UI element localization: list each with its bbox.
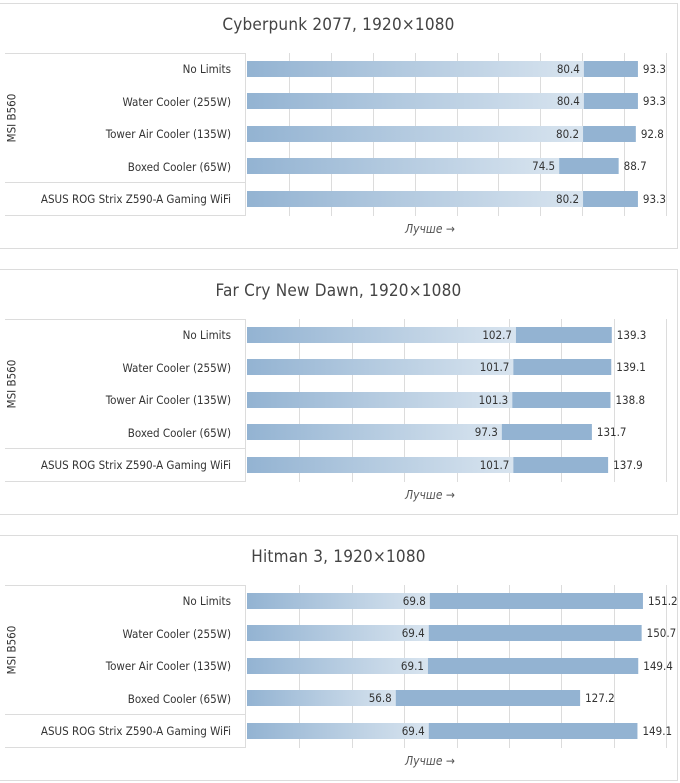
bar-min: [247, 327, 516, 343]
bar-min: [247, 690, 396, 706]
bar-avg: [427, 658, 639, 674]
category-label: ASUS ROG Strix Z590-A Gaming WiFi: [40, 458, 231, 472]
value-label-avg: 88.7: [624, 159, 647, 173]
value-label-avg: 149.4: [643, 659, 673, 673]
value-label-avg: 149.1: [642, 724, 672, 738]
value-label-avg: 127.2: [585, 691, 615, 705]
value-label-min: 80.2: [556, 192, 579, 206]
value-label-min: 102.7: [482, 328, 512, 342]
bar-min: [247, 191, 584, 207]
category-label-box: [5, 319, 246, 482]
value-label-avg: 139.1: [616, 360, 646, 374]
category-label-box: [5, 53, 246, 216]
value-label-avg: 131.7: [597, 425, 627, 439]
category-label: Tower Air Cooler (135W): [105, 659, 231, 673]
value-label-avg: 137.9: [613, 458, 643, 472]
value-label-min: 80.4: [557, 62, 580, 76]
bar-min: [247, 392, 513, 408]
bar-avg: [395, 690, 581, 706]
plot-area: 80.4 93.3 80.4 93.3 80.2 92.8 74.5 88.7 80.2 93.3: [247, 53, 667, 216]
bar-avg: [428, 625, 642, 641]
bar-min: [247, 625, 429, 641]
value-label-min: 69.8: [403, 594, 426, 608]
category-label: Boxed Cooler (65W): [127, 692, 231, 706]
bar-min: [247, 457, 514, 473]
value-label-avg: 92.8: [641, 127, 664, 141]
value-label-avg: 138.8: [615, 393, 645, 407]
category-label: ASUS ROG Strix Z590-A Gaming WiFi: [40, 724, 231, 738]
bar-avg: [583, 61, 638, 77]
bar-avg: [559, 158, 619, 174]
plot-area: 69.8 151.2 69.4 150.7 69.1 149.4 56.8 127.2 69.4…: [247, 585, 678, 748]
category-label: ASUS ROG Strix Z590-A Gaming WiFi: [40, 192, 231, 206]
chart-title: Far Cry New Dawn, 1920×1080: [215, 281, 462, 301]
chart-card-hitman: Hitman 3, 1920×1080 MSI B560 No Limits W…: [0, 535, 678, 781]
category-label: Tower Air Cooler (135W): [105, 393, 231, 407]
category-label: Water Cooler (255W): [122, 627, 231, 641]
value-label-avg: 150.7: [647, 626, 677, 640]
value-label-min: 69.1: [401, 659, 424, 673]
better-direction-label: Лучше →: [405, 488, 455, 502]
value-label-min: 80.2: [556, 127, 579, 141]
better-direction-label: Лучше →: [405, 754, 455, 768]
group-separator: [5, 714, 246, 715]
group-separator: [5, 182, 246, 183]
better-direction-label: Лучше →: [405, 222, 455, 236]
bar-avg: [583, 191, 638, 207]
category-label: Boxed Cooler (65W): [127, 160, 231, 174]
chart-title: Hitman 3, 1920×1080: [251, 547, 426, 567]
bar-min: [247, 658, 428, 674]
bar-avg: [512, 392, 611, 408]
category-label: No Limits: [182, 62, 231, 76]
value-label-min: 56.8: [369, 691, 392, 705]
category-label: No Limits: [182, 328, 231, 342]
bar-avg: [513, 359, 612, 375]
value-label-min: 101.7: [480, 360, 510, 374]
value-label-min: 97.3: [475, 425, 498, 439]
value-label-min: 101.3: [479, 393, 509, 407]
bar-min: [247, 424, 502, 440]
bar-min: [247, 723, 429, 739]
bar-avg: [583, 126, 636, 142]
bar-avg: [428, 723, 638, 739]
value-label-avg: 93.3: [643, 192, 666, 206]
chart-title: Cyberpunk 2077, 1920×1080: [222, 15, 455, 35]
value-label-min: 69.4: [402, 724, 425, 738]
chart-card-cyberpunk: Cyberpunk 2077, 1920×1080 MSI B560 No Li…: [0, 3, 678, 249]
bar-min: [247, 93, 584, 109]
value-label-avg: 93.3: [643, 62, 666, 76]
value-label-min: 101.7: [480, 458, 510, 472]
category-label: Water Cooler (255W): [122, 361, 231, 375]
bar-avg: [583, 93, 638, 109]
bar-min: [247, 61, 584, 77]
category-label: Boxed Cooler (65W): [127, 426, 231, 440]
bar-avg: [513, 457, 609, 473]
bar-avg: [501, 424, 592, 440]
category-label-box: [5, 585, 246, 748]
bar-min: [247, 359, 514, 375]
bar-min: [247, 593, 430, 609]
value-label-min: 80.4: [557, 94, 580, 108]
category-label: No Limits: [182, 594, 231, 608]
value-label-avg: 139.3: [617, 328, 647, 342]
plot-area: 102.7 139.3 101.7 139.1 101.3 138.8 97.3 131.7 1…: [247, 319, 667, 482]
bar-avg: [515, 327, 612, 343]
value-label-avg: 151.2: [648, 594, 678, 608]
category-label: Tower Air Cooler (135W): [105, 127, 231, 141]
bar-min: [247, 158, 560, 174]
chart-card-far-cry: Far Cry New Dawn, 1920×1080 MSI B560 No …: [0, 269, 678, 515]
category-label: Water Cooler (255W): [122, 95, 231, 109]
value-label-min: 69.4: [402, 626, 425, 640]
bar-min: [247, 126, 584, 142]
value-label-min: 74.5: [532, 159, 555, 173]
group-separator: [5, 448, 246, 449]
bar-avg: [429, 593, 643, 609]
value-label-avg: 93.3: [643, 94, 666, 108]
